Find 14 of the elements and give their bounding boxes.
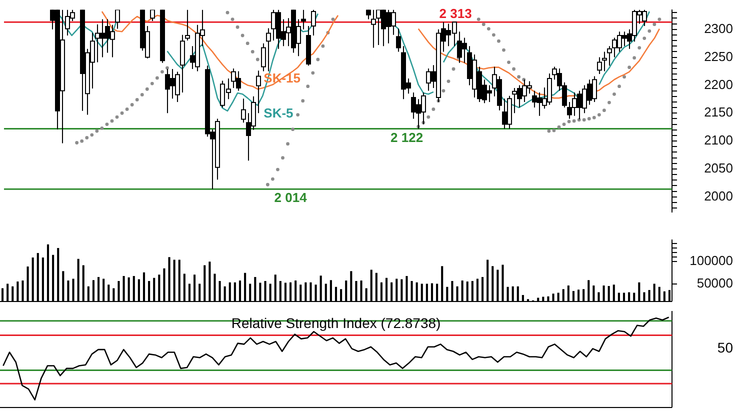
y-tick-label: 50000 (696, 276, 733, 291)
y-tick-label: 2050 (704, 160, 733, 176)
y-tick-label: 2150 (704, 104, 733, 120)
y-tick-label: 2300 (704, 20, 733, 36)
ref-line-label: 2 122 (390, 130, 424, 145)
text: 50 (717, 339, 734, 356)
y-tick-label: 2200 (704, 76, 733, 92)
y-tick-label: 2000 (704, 188, 733, 204)
series-label: SK-5 (264, 105, 294, 120)
y-tick-label: 2100 (704, 132, 733, 148)
y-tick-label: 100000 (690, 253, 733, 268)
y-tick-label: 2250 (704, 48, 733, 64)
ref-line-label: 2 014 (274, 190, 308, 206)
ref-line-label: 2 313 (439, 6, 472, 22)
